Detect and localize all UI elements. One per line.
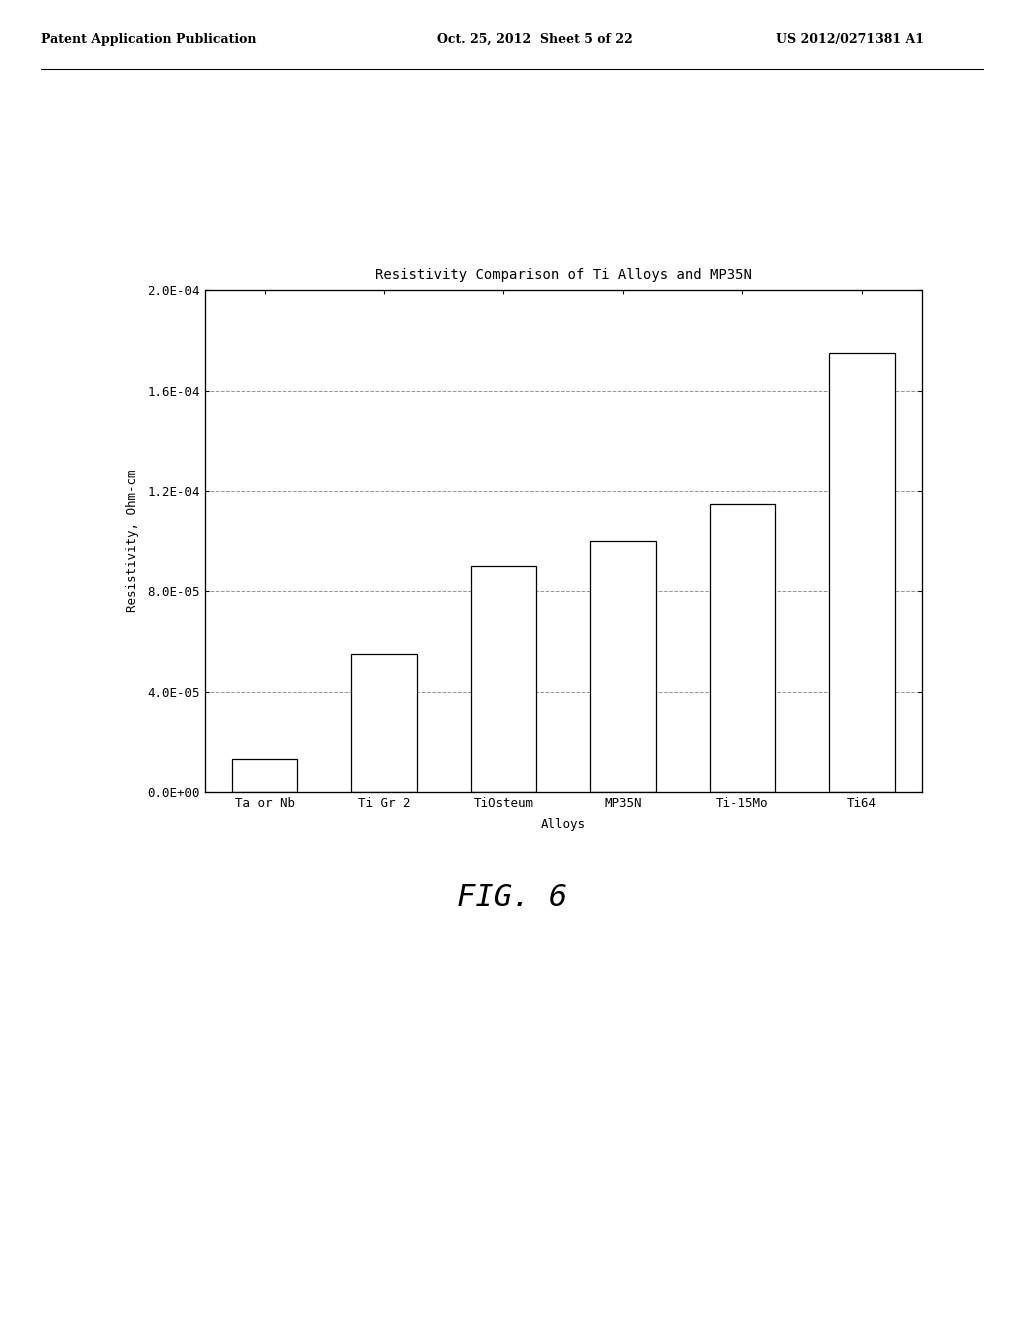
Bar xyxy=(829,352,895,792)
Bar xyxy=(590,541,655,792)
Y-axis label: Resistivity, Ohm-cm: Resistivity, Ohm-cm xyxy=(126,470,139,612)
Bar xyxy=(710,503,775,792)
Text: US 2012/0271381 A1: US 2012/0271381 A1 xyxy=(776,33,924,46)
Text: Patent Application Publication: Patent Application Publication xyxy=(41,33,256,46)
Text: FIG. 6: FIG. 6 xyxy=(457,883,567,912)
Bar xyxy=(231,759,297,792)
Bar xyxy=(471,566,537,792)
Bar xyxy=(351,653,417,792)
Title: Resistivity Comparison of Ti Alloys and MP35N: Resistivity Comparison of Ti Alloys and … xyxy=(375,268,752,282)
X-axis label: Alloys: Alloys xyxy=(541,818,586,832)
Text: Oct. 25, 2012  Sheet 5 of 22: Oct. 25, 2012 Sheet 5 of 22 xyxy=(436,33,633,46)
